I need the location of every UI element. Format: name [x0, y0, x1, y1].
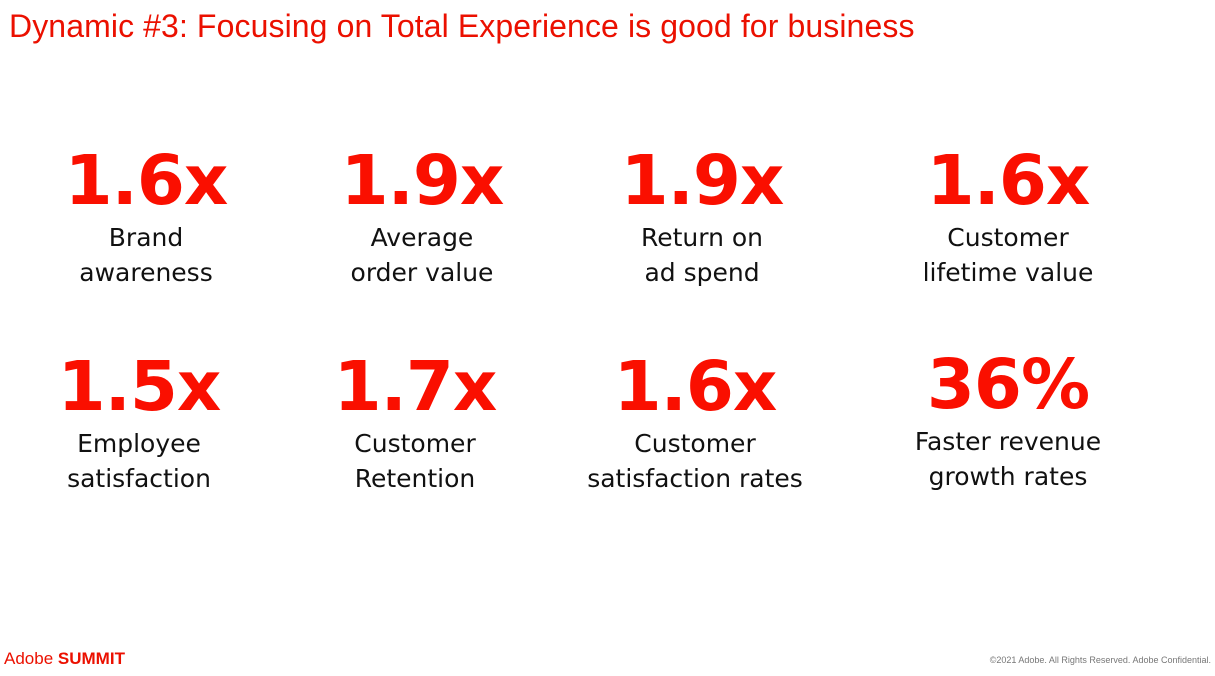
- stat-value: 1.9x: [340, 141, 505, 221]
- stat-label-line2: satisfaction: [67, 464, 211, 493]
- stat-value: 1.7x: [333, 347, 498, 427]
- copyright-notice: ©2021 Adobe. All Rights Reserved. Adobe …: [989, 655, 1211, 665]
- stat-label-line2: awareness: [79, 258, 213, 287]
- stat-label-line1: Brand: [108, 223, 184, 252]
- stat-label-line1: Customer: [354, 429, 476, 458]
- stat-return-on-ad-spend: 1.9x Return on ad spend: [602, 146, 802, 290]
- stat-label-line2: satisfaction rates: [587, 464, 803, 493]
- stat-label-line2: order value: [350, 258, 494, 287]
- stat-label-line2: growth rates: [928, 462, 1088, 491]
- stat-value: 1.5x: [57, 347, 222, 427]
- stat-value: 36%: [926, 345, 1090, 425]
- stat-faster-revenue-growth: 36% Faster revenue growth rates: [893, 350, 1123, 494]
- stat-label-line1: Customer: [947, 223, 1069, 252]
- stat-customer-lifetime-value: 1.6x Customer lifetime value: [893, 146, 1123, 290]
- stat-average-order-value: 1.9x Average order value: [322, 146, 522, 290]
- stat-value: 1.6x: [926, 141, 1091, 221]
- stat-value: 1.9x: [620, 141, 785, 221]
- stat-label-line2: lifetime value: [922, 258, 1094, 287]
- stat-label-line1: Customer: [634, 429, 756, 458]
- brand-event: SUMMIT: [57, 649, 125, 668]
- stat-employee-satisfaction: 1.5x Employee satisfaction: [39, 352, 239, 496]
- stat-label-line1: Faster revenue: [914, 427, 1102, 456]
- brand-name: Adobe: [4, 649, 54, 668]
- stat-brand-awareness: 1.6x Brand awareness: [46, 146, 246, 290]
- stat-label-line1: Employee: [77, 429, 201, 458]
- slide-title: Dynamic #3: Focusing on Total Experience…: [9, 8, 915, 44]
- stat-label-line1: Return on: [640, 223, 764, 252]
- stat-value: 1.6x: [64, 141, 229, 221]
- stat-customer-satisfaction-rates: 1.6x Customer satisfaction rates: [570, 352, 820, 496]
- stat-label-line1: Average: [370, 223, 474, 252]
- stat-customer-retention: 1.7x Customer Retention: [315, 352, 515, 496]
- stat-value: 1.6x: [613, 347, 778, 427]
- stat-label-line2: ad spend: [644, 258, 760, 287]
- adobe-summit-logo: Adobe SUMMIT: [4, 649, 125, 669]
- stat-label-line2: Retention: [354, 464, 476, 493]
